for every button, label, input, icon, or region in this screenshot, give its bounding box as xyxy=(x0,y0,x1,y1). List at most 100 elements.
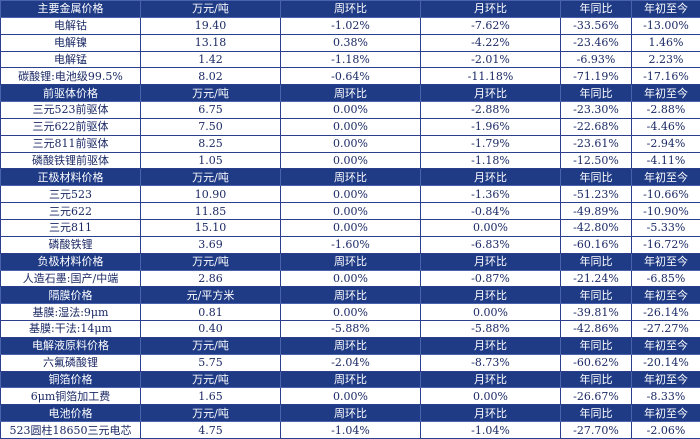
header-cell-year: 年同比 xyxy=(561,337,632,354)
value-cell-year: -23.61% xyxy=(561,135,632,152)
header-cell-week: 周环比 xyxy=(281,169,421,186)
value-cell-month: -1.79% xyxy=(421,135,561,152)
header-cell-ytd: 年初至今 xyxy=(632,371,700,388)
value-cell-year: -42.80% xyxy=(561,219,632,236)
item-name: 6μm铜箔加工费 xyxy=(1,388,141,405)
value-cell-year: -23.46% xyxy=(561,34,632,51)
item-name: 磷酸铁锂前驱体 xyxy=(1,152,141,169)
item-name: 碳酸锂:电池级99.5% xyxy=(1,68,141,85)
header-cell-ytd: 年初至今 xyxy=(632,169,700,186)
header-cell-ytd: 年初至今 xyxy=(632,85,700,102)
item-name: 三元523前驱体 xyxy=(1,102,141,119)
value-cell-year: -42.86% xyxy=(561,321,632,338)
value-cell-month: -8.73% xyxy=(421,354,561,371)
item-name: 三元622前驱体 xyxy=(1,118,141,135)
header-cell-month: 月环比 xyxy=(421,253,561,270)
item-name: 基膜:湿法:9μm xyxy=(1,304,141,321)
item-name: 电解锰 xyxy=(1,51,141,68)
header-cell-week: 周环比 xyxy=(281,85,421,102)
header-cell-year: 年同比 xyxy=(561,169,632,186)
value-cell-ytd: -27.27% xyxy=(632,321,700,338)
header-cell-name: 负极材料价格 xyxy=(1,253,141,270)
value-cell-price: 5.75 xyxy=(141,354,281,371)
value-cell-ytd: -2.88% xyxy=(632,102,700,119)
value-cell-ytd: -26.14% xyxy=(632,304,700,321)
value-cell-month: -2.88% xyxy=(421,102,561,119)
value-cell-month: -6.83% xyxy=(421,236,561,253)
item-name: 三元523 xyxy=(1,186,141,203)
value-cell-ytd: -10.90% xyxy=(632,203,700,220)
header-cell-price: 万元/吨 xyxy=(141,405,281,422)
value-cell-week: 0.00% xyxy=(281,135,421,152)
header-cell-ytd: 年初至今 xyxy=(632,253,700,270)
header-cell-year: 年同比 xyxy=(561,85,632,102)
header-cell-ytd: 年初至今 xyxy=(632,405,700,422)
value-cell-week: -1.60% xyxy=(281,236,421,253)
value-cell-month: -0.87% xyxy=(421,270,561,287)
header-cell-month: 月环比 xyxy=(421,337,561,354)
value-cell-week: -1.04% xyxy=(281,422,421,439)
header-cell-name: 电池价格 xyxy=(1,405,141,422)
value-cell-price: 0.40 xyxy=(141,321,281,338)
value-cell-price: 0.81 xyxy=(141,304,281,321)
value-cell-month: -0.84% xyxy=(421,203,561,220)
value-cell-year: -6.93% xyxy=(561,51,632,68)
item-name: 电解镍 xyxy=(1,34,141,51)
value-cell-week: 0.00% xyxy=(281,203,421,220)
value-cell-month: -11.18% xyxy=(421,68,561,85)
item-name: 电解钴 xyxy=(1,17,141,34)
value-cell-week: 0.00% xyxy=(281,118,421,135)
value-cell-month: -7.62% xyxy=(421,17,561,34)
value-cell-year: -39.81% xyxy=(561,304,632,321)
value-cell-price: 10.90 xyxy=(141,186,281,203)
section-header-metal: 主要金属价格万元/吨周环比月环比年同比年初至今 xyxy=(1,1,700,18)
value-cell-month: -5.88% xyxy=(421,321,561,338)
item-name: 六氟磷酸锂 xyxy=(1,354,141,371)
value-cell-year: -27.70% xyxy=(561,422,632,439)
value-cell-ytd: -5.33% xyxy=(632,219,700,236)
value-cell-week: 0.00% xyxy=(281,152,421,169)
value-cell-ytd: 1.46% xyxy=(632,34,700,51)
header-cell-month: 月环比 xyxy=(421,85,561,102)
header-cell-name: 隔膜价格 xyxy=(1,287,141,304)
header-cell-ytd: 年初至今 xyxy=(632,337,700,354)
value-cell-week: -0.64% xyxy=(281,68,421,85)
value-cell-ytd: -20.14% xyxy=(632,354,700,371)
value-cell-price: 19.40 xyxy=(141,17,281,34)
header-cell-ytd: 年初至今 xyxy=(632,287,700,304)
value-cell-month: -1.04% xyxy=(421,422,561,439)
value-cell-month: 0.00% xyxy=(421,219,561,236)
value-cell-price: 4.75 xyxy=(141,422,281,439)
value-cell-price: 13.18 xyxy=(141,34,281,51)
value-cell-year: -26.67% xyxy=(561,388,632,405)
header-cell-week: 周环比 xyxy=(281,371,421,388)
header-cell-price: 万元/吨 xyxy=(141,253,281,270)
value-cell-ytd: -6.85% xyxy=(632,270,700,287)
header-cell-price: 元/平方米 xyxy=(141,287,281,304)
header-cell-name: 电解液原料价格 xyxy=(1,337,141,354)
value-cell-year: -71.19% xyxy=(561,68,632,85)
item-name: 基膜:干法:14μm xyxy=(1,321,141,338)
value-cell-ytd: -2.94% xyxy=(632,135,700,152)
value-cell-week: 0.00% xyxy=(281,270,421,287)
section-header-electrolyte: 电解液原料价格万元/吨周环比月环比年同比年初至今 xyxy=(1,337,700,354)
value-cell-year: -23.30% xyxy=(561,102,632,119)
value-cell-ytd: 2.23% xyxy=(632,51,700,68)
value-cell-ytd: -16.72% xyxy=(632,236,700,253)
value-cell-price: 2.86 xyxy=(141,270,281,287)
header-cell-name: 正极材料价格 xyxy=(1,169,141,186)
value-cell-ytd: -2.06% xyxy=(632,422,700,439)
section-header-battery: 电池价格万元/吨周环比月环比年同比年初至今 xyxy=(1,405,700,422)
value-cell-year: -12.50% xyxy=(561,152,632,169)
header-cell-year: 年同比 xyxy=(561,405,632,422)
item-name: 磷酸铁锂 xyxy=(1,236,141,253)
value-cell-week: -1.18% xyxy=(281,51,421,68)
